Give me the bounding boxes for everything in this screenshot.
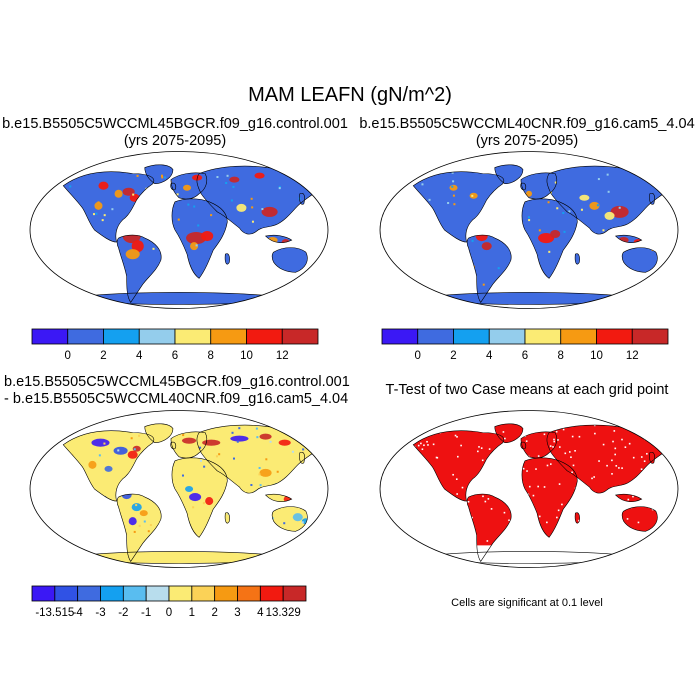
- colorbar-swatch: [77, 585, 101, 602]
- colorbar-tick-label: 0: [415, 350, 421, 362]
- colorbar-swatch: [596, 328, 633, 345]
- colorbar-tick-label: 12: [276, 350, 289, 362]
- panel4-title-line1: T-Test of two Case means at each grid po…: [385, 382, 669, 398]
- colorbar-swatch: [560, 328, 597, 345]
- panel2-title-line1: b.e15.B5505C5WCCML40CNR.f09_g16.cam5_4.0…: [359, 116, 695, 132]
- colorbar-swatch: [138, 328, 176, 345]
- panel1-title: b.e15.B5505C5WCCML45BGCR.f09_g16.control…: [2, 116, 348, 150]
- panel1-title-line1: b.e15.B5505C5WCCML45BGCR.f09_g16.control…: [2, 116, 348, 132]
- colorbar-swatch: [237, 585, 261, 602]
- colorbar-swatch: [214, 585, 238, 602]
- colorbar-tick-label: 6: [522, 350, 528, 362]
- colorbar-tick-label: -1: [141, 607, 151, 619]
- colorbar-tick-label: 0: [166, 607, 172, 619]
- panel1-title-line2: (yrs 2075-2095): [123, 133, 227, 149]
- colorbar-swatch: [191, 585, 216, 602]
- colorbar-swatch: [145, 585, 170, 602]
- colorbar-tick-label: 12: [626, 350, 639, 362]
- colorbar-tick-label: 4: [136, 350, 143, 362]
- colorbar-tick-label: 8: [208, 350, 214, 362]
- significance-note: Cells are significant at 0.1 level: [451, 597, 603, 609]
- colorbar-tick-label: -3: [95, 607, 105, 619]
- colorbar-swatch: [631, 328, 669, 345]
- panel3-title-line1: b.e15.B5505C5WCCML45BGCR.f09_g16.control…: [4, 374, 350, 390]
- colorbar-tick-label: 2: [211, 607, 217, 619]
- panel3-title-line2: - b.e15.B5505C5WCCML40CNR.f09_g16.cam5_4…: [4, 391, 349, 407]
- colorbar-tick-label: -13.515: [35, 607, 74, 619]
- colorbar-tick-label: 3: [234, 607, 240, 619]
- colorbar-swatch: [381, 328, 419, 345]
- colorbar-tick-label: 4: [257, 607, 264, 619]
- panel2-title-line2: (yrs 2075-2095): [475, 133, 579, 149]
- map-panel1: [29, 151, 329, 309]
- colorbar-swatch: [246, 328, 283, 345]
- colorbar-swatch: [417, 328, 454, 345]
- figure-title: MAM LEAFN (gN/m^2): [248, 84, 452, 106]
- colorbar-tick-label: 2: [100, 350, 106, 362]
- panel3-title: b.e15.B5505C5WCCML45BGCR.f09_g16.control…: [4, 374, 350, 408]
- colorbar-swatch: [453, 328, 490, 345]
- colorbar-swatch: [31, 585, 56, 602]
- colorbar-tick-label: -4: [73, 607, 84, 619]
- colorbar-panel2: 0 2 4 6 8 10 12: [381, 328, 669, 362]
- colorbar-tick-label: 10: [590, 350, 603, 362]
- colorbar-tick-label: 2: [450, 350, 456, 362]
- colorbar-tick-label: 8: [558, 350, 564, 362]
- colorbar-tick-label: 13.329: [266, 607, 301, 619]
- colorbar-swatch: [174, 328, 212, 345]
- colorbar-tick-label: 4: [486, 350, 493, 362]
- colorbar-swatch: [488, 328, 526, 345]
- colorbar-swatch: [103, 328, 140, 345]
- colorbar-panel3: -13.515-4 -3 -2 -1 0 1 2 3 4 13.329: [31, 585, 307, 619]
- colorbar-tick-label: 10: [240, 350, 253, 362]
- colorbar-swatch: [210, 328, 247, 345]
- colorbar-swatch: [524, 328, 562, 345]
- colorbar-tick-label: 1: [189, 607, 195, 619]
- panel4-title: T-Test of two Case means at each grid po…: [354, 382, 700, 399]
- colorbar-swatch: [31, 328, 69, 345]
- colorbar-swatch: [54, 585, 79, 602]
- colorbar-panel1: 0 2 4 6 8 10 12: [31, 328, 319, 362]
- panel2-title: b.e15.B5505C5WCCML40CNR.f09_g16.cam5_4.0…: [354, 116, 700, 150]
- colorbar-swatch: [282, 585, 307, 602]
- colorbar-swatch: [168, 585, 193, 602]
- colorbar-swatch: [100, 585, 124, 602]
- colorbar-tick-label: 0: [65, 350, 71, 362]
- colorbar-swatch: [67, 328, 104, 345]
- colorbar-tick-label: -2: [118, 607, 128, 619]
- map-panel2: [379, 151, 679, 309]
- colorbar-swatch: [122, 585, 147, 602]
- map-panel3: [29, 410, 329, 568]
- colorbar-swatch: [281, 328, 319, 345]
- colorbar-swatch: [259, 585, 284, 602]
- colorbar-tick-label: 6: [172, 350, 178, 362]
- map-panel4: [379, 410, 679, 568]
